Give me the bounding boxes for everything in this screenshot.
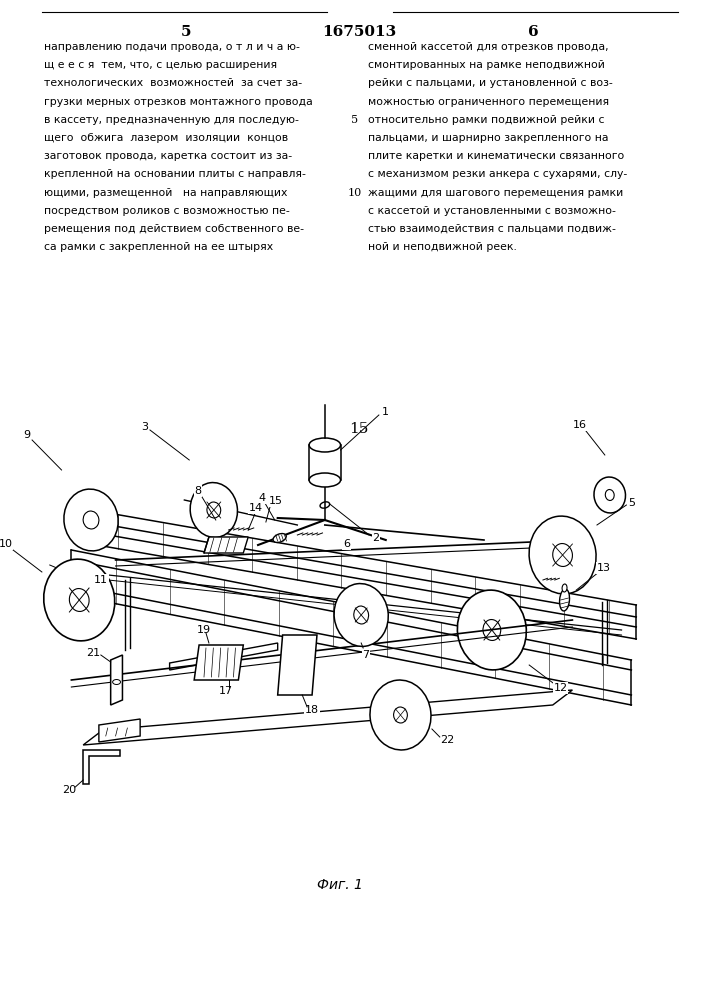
Text: 21: 21 bbox=[86, 648, 100, 658]
Ellipse shape bbox=[457, 590, 526, 670]
Text: 5: 5 bbox=[628, 498, 635, 508]
Text: 4: 4 bbox=[258, 493, 266, 503]
Text: рейки с пальцами, и установленной с воз-: рейки с пальцами, и установленной с воз- bbox=[368, 78, 613, 88]
Text: 1: 1 bbox=[382, 407, 390, 417]
Ellipse shape bbox=[334, 584, 388, 646]
Ellipse shape bbox=[190, 483, 238, 537]
Ellipse shape bbox=[370, 680, 431, 750]
Text: с кассетой и установленными с возможно-: с кассетой и установленными с возможно- bbox=[368, 206, 616, 216]
Text: 15: 15 bbox=[269, 496, 283, 506]
Text: 9: 9 bbox=[23, 430, 30, 440]
Text: 15: 15 bbox=[349, 422, 369, 436]
Text: 5: 5 bbox=[351, 115, 358, 125]
Text: посредством роликов с возможностью пе-: посредством роликов с возможностью пе- bbox=[44, 206, 290, 216]
Text: 13: 13 bbox=[597, 563, 611, 573]
Text: 17: 17 bbox=[218, 686, 233, 696]
Text: относительно рамки подвижной рейки с: относительно рамки подвижной рейки с bbox=[368, 115, 604, 125]
Text: 19: 19 bbox=[197, 625, 211, 635]
Text: щего  обжига  лазером  изоляции  концов: щего обжига лазером изоляции концов bbox=[44, 133, 288, 143]
Ellipse shape bbox=[562, 584, 567, 592]
Text: 10: 10 bbox=[0, 539, 13, 549]
Text: 10: 10 bbox=[347, 188, 361, 198]
Ellipse shape bbox=[354, 606, 368, 624]
Polygon shape bbox=[83, 750, 120, 784]
Polygon shape bbox=[278, 635, 317, 695]
Polygon shape bbox=[111, 655, 122, 705]
Text: жащими для шагового перемещения рамки: жащими для шагового перемещения рамки bbox=[368, 188, 624, 198]
Text: ющими, размещенной   на направляющих: ющими, размещенной на направляющих bbox=[44, 188, 287, 198]
Ellipse shape bbox=[44, 559, 115, 641]
Polygon shape bbox=[204, 537, 248, 553]
Text: щ е е с я  тем, что, с целью расширения: щ е е с я тем, что, с целью расширения bbox=[44, 60, 277, 70]
Ellipse shape bbox=[594, 477, 626, 513]
Text: 6: 6 bbox=[343, 539, 350, 549]
Ellipse shape bbox=[553, 544, 573, 566]
Text: 7: 7 bbox=[363, 650, 370, 660]
Text: ремещения под действием собственного ве-: ремещения под действием собственного ве- bbox=[44, 224, 304, 234]
Text: крепленной на основании плиты с направля-: крепленной на основании плиты с направля… bbox=[44, 169, 305, 179]
Ellipse shape bbox=[273, 534, 286, 542]
Text: 5: 5 bbox=[181, 25, 192, 39]
Text: сменной кассетой для отрезков провода,: сменной кассетой для отрезков провода, bbox=[368, 42, 609, 52]
Text: пальцами, и шарнирно закрепленного на: пальцами, и шарнирно закрепленного на bbox=[368, 133, 609, 143]
Ellipse shape bbox=[559, 589, 570, 611]
Text: 12: 12 bbox=[554, 683, 568, 693]
Text: 8: 8 bbox=[194, 486, 201, 496]
Text: 20: 20 bbox=[62, 785, 76, 795]
Text: 16: 16 bbox=[573, 420, 588, 430]
Text: ной и неподвижной реек.: ной и неподвижной реек. bbox=[368, 242, 517, 252]
Text: плите каретки и кинематически связанного: плите каретки и кинематически связанного bbox=[368, 151, 624, 161]
Ellipse shape bbox=[207, 502, 221, 518]
Ellipse shape bbox=[309, 473, 341, 487]
Text: технологических  возможностей  за счет за-: технологических возможностей за счет за- bbox=[44, 78, 302, 88]
Text: 1675013: 1675013 bbox=[322, 25, 397, 39]
Text: заготовок провода, каретка состоит из за-: заготовок провода, каретка состоит из за… bbox=[44, 151, 292, 161]
Ellipse shape bbox=[112, 680, 120, 684]
Text: грузки мерных отрезков монтажного провода: грузки мерных отрезков монтажного провод… bbox=[44, 97, 312, 107]
Polygon shape bbox=[170, 643, 278, 670]
Text: можностью ограниченного перемещения: можностью ограниченного перемещения bbox=[368, 97, 609, 107]
Ellipse shape bbox=[83, 511, 99, 529]
Text: 6: 6 bbox=[528, 25, 539, 39]
Text: смонтированных на рамке неподвижной: смонтированных на рамке неподвижной bbox=[368, 60, 605, 70]
Ellipse shape bbox=[69, 589, 89, 611]
Text: 2: 2 bbox=[373, 533, 380, 543]
Text: Фиг. 1: Фиг. 1 bbox=[317, 878, 363, 892]
Text: направлению подачи провода, о т л и ч а ю-: направлению подачи провода, о т л и ч а … bbox=[44, 42, 300, 52]
Ellipse shape bbox=[64, 489, 118, 551]
Text: стью взаимодействия с пальцами подвиж-: стью взаимодействия с пальцами подвиж- bbox=[368, 224, 616, 234]
Ellipse shape bbox=[309, 438, 341, 452]
Text: 14: 14 bbox=[249, 503, 263, 513]
Polygon shape bbox=[83, 690, 573, 745]
Text: в кассету, предназначенную для последую-: в кассету, предназначенную для последую- bbox=[44, 115, 299, 125]
Ellipse shape bbox=[529, 516, 596, 594]
Ellipse shape bbox=[320, 502, 329, 508]
Ellipse shape bbox=[394, 707, 407, 723]
Ellipse shape bbox=[483, 620, 501, 640]
Text: 22: 22 bbox=[440, 735, 455, 745]
Text: 18: 18 bbox=[305, 705, 319, 715]
Text: 3: 3 bbox=[141, 422, 148, 432]
Text: са рамки с закрепленной на ее штырях: са рамки с закрепленной на ее штырях bbox=[44, 242, 273, 252]
Polygon shape bbox=[194, 645, 243, 680]
Ellipse shape bbox=[605, 490, 614, 500]
Text: 11: 11 bbox=[94, 575, 108, 585]
Polygon shape bbox=[99, 719, 140, 742]
Text: с механизмом резки анкера с сухарями, слу-: с механизмом резки анкера с сухарями, сл… bbox=[368, 169, 627, 179]
